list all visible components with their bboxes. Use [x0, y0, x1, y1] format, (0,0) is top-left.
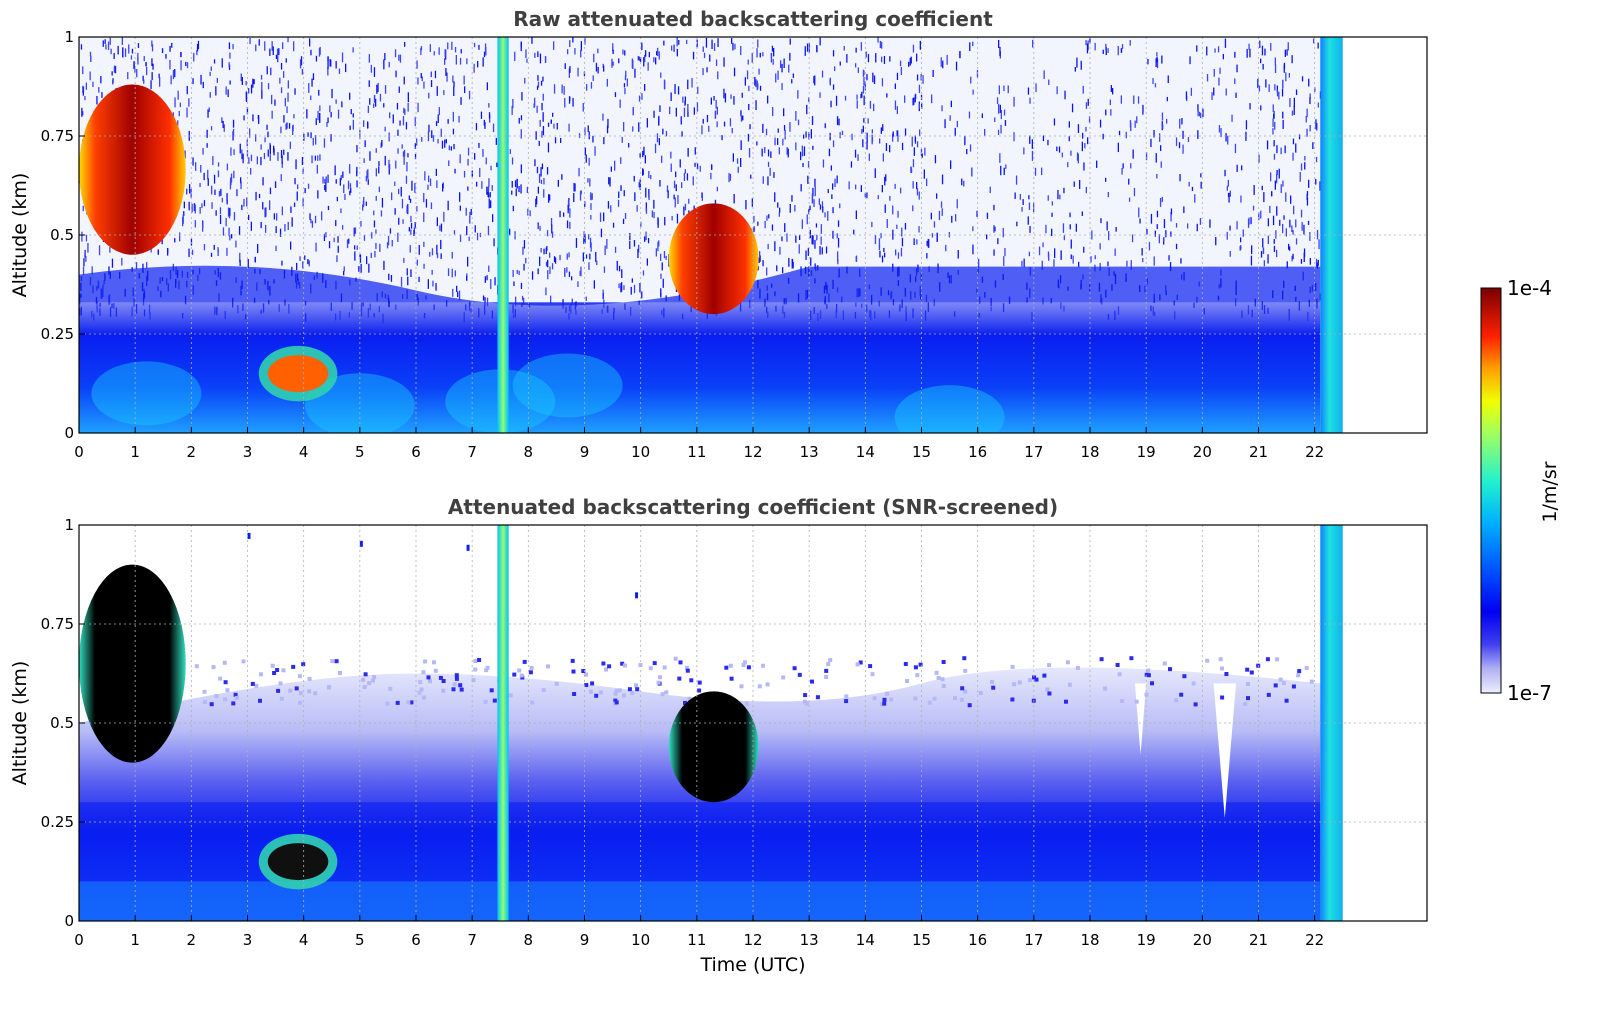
- bottom-y-tick-label: 0: [64, 912, 74, 930]
- top-x-tick-label: 16: [968, 443, 987, 461]
- top-x-tick-label: 18: [1080, 443, 1099, 461]
- x-axis-label: Time (UTC): [699, 954, 805, 976]
- bottom-gridlines: [78, 524, 1427, 922]
- top-streak-mark: [497, 37, 509, 433]
- bottom-x-tick-label: 11: [687, 931, 706, 949]
- top-x-tick-label: 21: [1249, 443, 1268, 461]
- bottom-x-tick-label: 9: [580, 931, 590, 949]
- bottom-y-tick-label: 0.75: [41, 615, 74, 633]
- bottom-surface-layer: [79, 881, 1321, 921]
- top-aerosol-mark: [267, 355, 329, 393]
- bottom-x-tick-label: 13: [800, 931, 819, 949]
- bottom-x-tick-label: 18: [1080, 931, 1099, 949]
- colorbar-scale: [1480, 287, 1502, 694]
- bottom-x-tick-label: 8: [524, 931, 534, 949]
- top-y-tick-label: 0.25: [41, 325, 74, 343]
- bottom-isolated-speck: [247, 532, 251, 539]
- bottom-streak-mark: [497, 525, 509, 921]
- bottom-x-tick-label: 4: [299, 931, 309, 949]
- colorbar-max-label: 1e-4: [1507, 276, 1552, 300]
- top-haze-patch: [894, 385, 1005, 433]
- top-x-axis: 0 1 2 3 4 5 6 7 8 9 10 11 12 13 14 15 16 17 18 19 20 21 22: [74, 427, 1324, 461]
- bottom-x-tick-label: 22: [1305, 931, 1324, 949]
- top-heatmap: [79, 37, 1343, 433]
- bottom-x-tick-label: 2: [187, 931, 197, 949]
- colorbar-min-label: 1e-7: [1507, 681, 1552, 705]
- bottom-x-tick-label: 6: [411, 931, 421, 949]
- bottom-x-tick-label: 21: [1249, 931, 1268, 949]
- top-x-tick-label: 17: [1024, 443, 1043, 461]
- top-cloud-mark: [79, 84, 186, 255]
- top-layer-top-edge: [79, 265, 1321, 306]
- top-x-tick-label: 19: [1137, 443, 1156, 461]
- bottom-x-tick-label: 7: [467, 931, 477, 949]
- top-x-tick-label: 15: [912, 443, 931, 461]
- bottom-x-tick-label: 16: [968, 931, 987, 949]
- bottom-x-tick-label: 3: [243, 931, 253, 949]
- bottom-x-tick-label: 17: [1024, 931, 1043, 949]
- top-x-tick-label: 5: [355, 443, 365, 461]
- bottom-x-tick-label: 1: [130, 931, 140, 949]
- bottom-cloud-mark: [668, 691, 759, 803]
- top-x-tick-label: 11: [687, 443, 706, 461]
- colorbar: 1e-4 1e-7 1/m/sr: [1480, 276, 1561, 705]
- bottom-x-tick-label: 12: [743, 931, 762, 949]
- top-cloud-mark: [668, 203, 759, 315]
- colorbar-unit-label: 1/m/sr: [1539, 461, 1561, 522]
- top-x-tick-label: 8: [524, 443, 534, 461]
- top-y-tick-label: 0.75: [41, 127, 74, 145]
- top-x-tick-label: 12: [743, 443, 762, 461]
- bottom-noise-specks: [194, 532, 1314, 708]
- top-x-tick-label: 2: [187, 443, 197, 461]
- top-x-tick-label: 22: [1305, 443, 1324, 461]
- top-y-tick-label: 0: [64, 424, 74, 442]
- bottom-y-tick-label: 0.25: [41, 813, 74, 831]
- bottom-y-axis: 0 0.25 0.5 0.75 1: [41, 516, 85, 930]
- bottom-y-axis-label: Altitude (km): [9, 661, 31, 786]
- top-x-tick-label: 13: [800, 443, 819, 461]
- bottom-notch: [1213, 683, 1237, 819]
- bottom-x-tick-label: 19: [1137, 931, 1156, 949]
- bottom-x-tick-label: 0: [74, 931, 84, 949]
- bottom-aerosol-mark: [267, 843, 329, 881]
- top-y-tick-label: 0.5: [50, 226, 74, 244]
- bottom-x-tick-label: 14: [856, 931, 875, 949]
- top-y-tick-label: 1: [64, 28, 74, 46]
- top-x-tick-label: 3: [243, 443, 253, 461]
- top-x-tick-label: 10: [631, 443, 650, 461]
- bottom-x-tick-label: 10: [631, 931, 650, 949]
- top-x-tick-label: 20: [1193, 443, 1212, 461]
- top-panel: Raw attenuated backscattering coefficien…: [9, 7, 1428, 461]
- top-haze-patch: [91, 361, 202, 426]
- bottom-x-tick-label: 20: [1193, 931, 1212, 949]
- top-chart-title: Raw attenuated backscattering coefficien…: [513, 7, 993, 31]
- top-x-tick-label: 4: [299, 443, 309, 461]
- bottom-y-tick-label: 0.5: [50, 714, 74, 732]
- top-gridlines: [78, 36, 1427, 434]
- bottom-isolated-speck: [466, 544, 470, 551]
- top-x-tick-label: 6: [411, 443, 421, 461]
- bottom-x-tick-label: 5: [355, 931, 365, 949]
- top-x-tick-label: 9: [580, 443, 590, 461]
- bottom-isolated-speck: [635, 592, 639, 599]
- bottom-x-tick-label: 15: [912, 931, 931, 949]
- top-haze-patch: [512, 353, 623, 418]
- top-y-axis-label: Altitude (km): [9, 173, 31, 298]
- bottom-x-axis: 0 1 2 3 4 5 6 7 8 9 10 11 12 13 14 15 16 17 18 19 20 21 22: [74, 915, 1324, 949]
- bottom-chart-title: Attenuated backscattering coefficient (S…: [448, 495, 1058, 519]
- bottom-isolated-speck: [359, 540, 363, 547]
- bottom-cloud-mark: [79, 564, 186, 763]
- top-x-tick-label: 14: [856, 443, 875, 461]
- bottom-panel: Attenuated backscattering coefficient (S…: [9, 495, 1428, 976]
- top-x-tick-label: 0: [74, 443, 84, 461]
- bottom-y-tick-label: 1: [64, 516, 74, 534]
- top-x-tick-label: 1: [130, 443, 140, 461]
- top-x-tick-label: 7: [467, 443, 477, 461]
- top-y-axis: 0 0.25 0.5 0.75 1: [41, 28, 85, 442]
- bottom-heatmap: [79, 525, 1343, 921]
